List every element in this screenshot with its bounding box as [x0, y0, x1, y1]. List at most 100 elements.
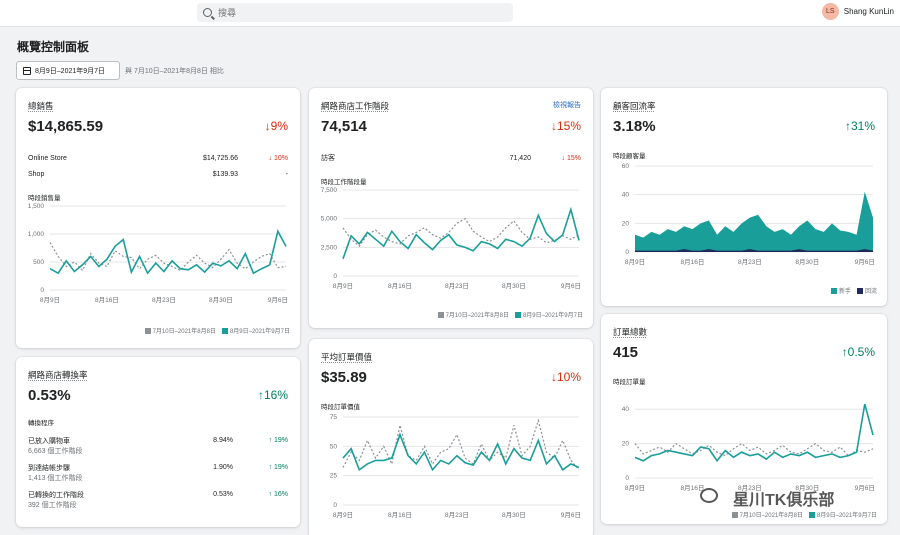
chart-label: 時段銷售量	[28, 195, 61, 202]
card-title[interactable]: 網路商店轉換率	[28, 370, 88, 380]
x-tick-label: 8月9日	[40, 296, 60, 304]
x-tick-label: 8月16日	[681, 484, 705, 492]
chart-label: 時段訂單價值	[321, 404, 360, 411]
card-value: 74,514	[321, 118, 367, 135]
series-line-previous	[342, 217, 580, 248]
y-tick-label: 20	[622, 220, 630, 227]
view-report-link[interactable]: 檢視報告	[553, 102, 581, 109]
y-tick-label: 0	[625, 475, 629, 482]
y-tick-label: 0	[40, 287, 44, 294]
card-title[interactable]: 總銷售	[28, 101, 54, 111]
table-row: 訪客 71,420 ↓ 15%	[321, 154, 581, 163]
chart-label: 時段工作階段量	[321, 179, 367, 186]
x-tick-label: 9月6日	[855, 258, 875, 266]
table-row: Online Store $14,725.66 ↓ 10%	[28, 154, 288, 162]
user-name: Shang KunLin	[843, 7, 894, 16]
legend-current: 8月9日–2021年9月7日	[808, 510, 877, 519]
x-tick-label: 8月23日	[445, 511, 469, 519]
card-total-orders: 訂單總數 415 ↑0.5% 時段訂單量 40 20 0 8月9日 8月16日 8月23日…	[601, 314, 887, 524]
orders-chart: 40 20 0 8月9日 8月16日 8月23日 8月30日 9月6日	[622, 403, 875, 492]
y-tick-label: 20	[622, 441, 630, 448]
card-average-order-value: 平均訂單價值 $35.89 ↓10% 時段訂單價值 75 50 25 0 8月9日 8月1…	[309, 339, 593, 535]
series-line-current	[49, 228, 287, 275]
sales-chart: 1,500 1,000 500 0 8月9日 8月16日 8月23日 8月30日 9月6日	[28, 203, 288, 304]
chart-legend: 新手 回流	[830, 286, 877, 295]
calendar-icon	[23, 66, 31, 75]
card-value: $14,865.59	[28, 118, 104, 135]
conversion-rows: 已放入購物車 6,663 個工作階段 8.94% ↑ 19% 到達結帳步驟 1,413 …	[28, 437, 288, 518]
search-icon	[203, 8, 212, 17]
card-title[interactable]: 顧客回流率	[613, 101, 656, 111]
y-tick-label: 0	[333, 273, 337, 280]
card-value: 0.53%	[28, 387, 71, 404]
search-bar[interactable]	[197, 3, 513, 22]
legend-previous: 7月10日–2021年8月8日	[437, 310, 509, 319]
y-tick-label: 25	[330, 473, 338, 480]
aov-chart: 75 50 25 0 8月9日 8月16日 8月23日 8月30日 9月6日	[330, 414, 581, 519]
x-tick-label: 8月30日	[502, 282, 526, 290]
x-tick-label: 9月6日	[561, 511, 581, 519]
avatar: LS	[821, 3, 839, 20]
series-line-previous	[342, 418, 580, 471]
y-tick-label: 40	[622, 406, 630, 413]
x-tick-label: 8月30日	[209, 296, 233, 304]
card-total-sales: 總銷售 $14,865.59 ↓9% Online Store $14,725.6…	[16, 88, 300, 348]
table-row: Shop $139.93-	[28, 170, 288, 178]
x-tick-label: 8月23日	[738, 258, 762, 266]
date-range-label: 8月9日–2021年9月7日	[35, 67, 106, 75]
user-menu[interactable]: LS Shang KunLin	[821, 3, 894, 20]
x-tick-label: 8月16日	[388, 511, 412, 519]
card-title[interactable]: 訂單總數	[613, 327, 648, 337]
chart-label: 時段訂單量	[613, 379, 646, 386]
x-tick-label: 8月16日	[681, 258, 705, 266]
page-title: 概覽控制面板	[17, 40, 90, 54]
x-tick-label: 8月23日	[445, 282, 469, 290]
legend-previous: 7月10日–2021年8月8日	[144, 326, 216, 335]
card-change: ↓9%	[264, 119, 288, 133]
chart-legend: 7月10日–2021年8月8日 8月9日–2021年9月7日	[437, 310, 583, 319]
card-sessions: 網路商店工作階段 檢視報告 74,514 ↓15% 訪客 71,420 ↓ 15% …	[309, 88, 593, 328]
x-tick-label: 8月30日	[795, 258, 819, 266]
sessions-chart: 7,500 5,000 2,500 0 8月9日 8月16日 8月23日 8月30日 9月6日	[321, 187, 581, 290]
series-area-new	[635, 191, 873, 252]
date-range-button[interactable]: 8月9日–2021年9月7日	[16, 61, 120, 80]
series-line-current	[342, 432, 580, 472]
x-tick-label: 9月6日	[268, 296, 288, 304]
card-returning-rate: 顧客回流率 3.18% ↑31% 時段顧客量 60 40 20 0 8月9日 8月16日 8…	[601, 88, 887, 306]
legend-current: 8月9日–2021年9月7日	[514, 310, 583, 319]
card-title[interactable]: 平均訂單價值	[321, 352, 373, 362]
y-tick-label: 1,500	[28, 203, 45, 210]
y-tick-label: 7,500	[321, 187, 338, 194]
legend-current: 8月9日–2021年9月7日	[221, 326, 290, 335]
series-line-current	[342, 206, 580, 260]
x-tick-label: 8月30日	[795, 484, 819, 492]
y-tick-label: 75	[330, 414, 338, 421]
y-tick-label: 2,500	[321, 244, 338, 251]
card-conversion-rate: 網路商店轉換率 0.53% ↑16% 轉換程序 已放入購物車 6,663 個工作階…	[16, 357, 300, 527]
x-tick-label: 8月9日	[333, 511, 353, 519]
table-row: 到達結帳步驟 1,413 個工作階段 1.90% ↑ 19%	[28, 464, 288, 482]
breakdown-rows: Online Store $14,725.66 ↓ 10% Shop $139.93-	[28, 150, 288, 182]
card-value: 3.18%	[613, 118, 656, 135]
watermark-text: 星川TK俱乐部	[733, 492, 835, 509]
chart-label: 時段顧客量	[613, 153, 646, 160]
y-tick-label: 50	[330, 443, 338, 450]
card-title[interactable]: 網路商店工作階段	[321, 101, 390, 111]
x-tick-label: 8月9日	[333, 282, 353, 290]
card-value: $35.89	[321, 369, 367, 386]
search-input[interactable]	[218, 7, 498, 18]
section-label: 轉換程序	[28, 420, 54, 427]
x-tick-label: 8月16日	[388, 282, 412, 290]
y-tick-label: 1,000	[28, 231, 45, 238]
x-tick-label: 9月6日	[561, 282, 581, 290]
card-change: ↑16%	[257, 388, 288, 402]
y-tick-label: 60	[622, 163, 630, 170]
chart-legend: 7月10日–2021年8月8日 8月9日–2021年9月7日	[144, 326, 290, 335]
legend-new: 新手	[830, 286, 851, 295]
x-tick-label: 8月9日	[625, 484, 645, 492]
x-tick-label: 8月16日	[95, 296, 119, 304]
card-change: ↓15%	[550, 119, 581, 133]
series-line-previous	[49, 242, 287, 272]
table-row: 已放入購物車 6,663 個工作階段 8.94% ↑ 19%	[28, 437, 288, 455]
x-tick-label: 8月23日	[738, 484, 762, 492]
